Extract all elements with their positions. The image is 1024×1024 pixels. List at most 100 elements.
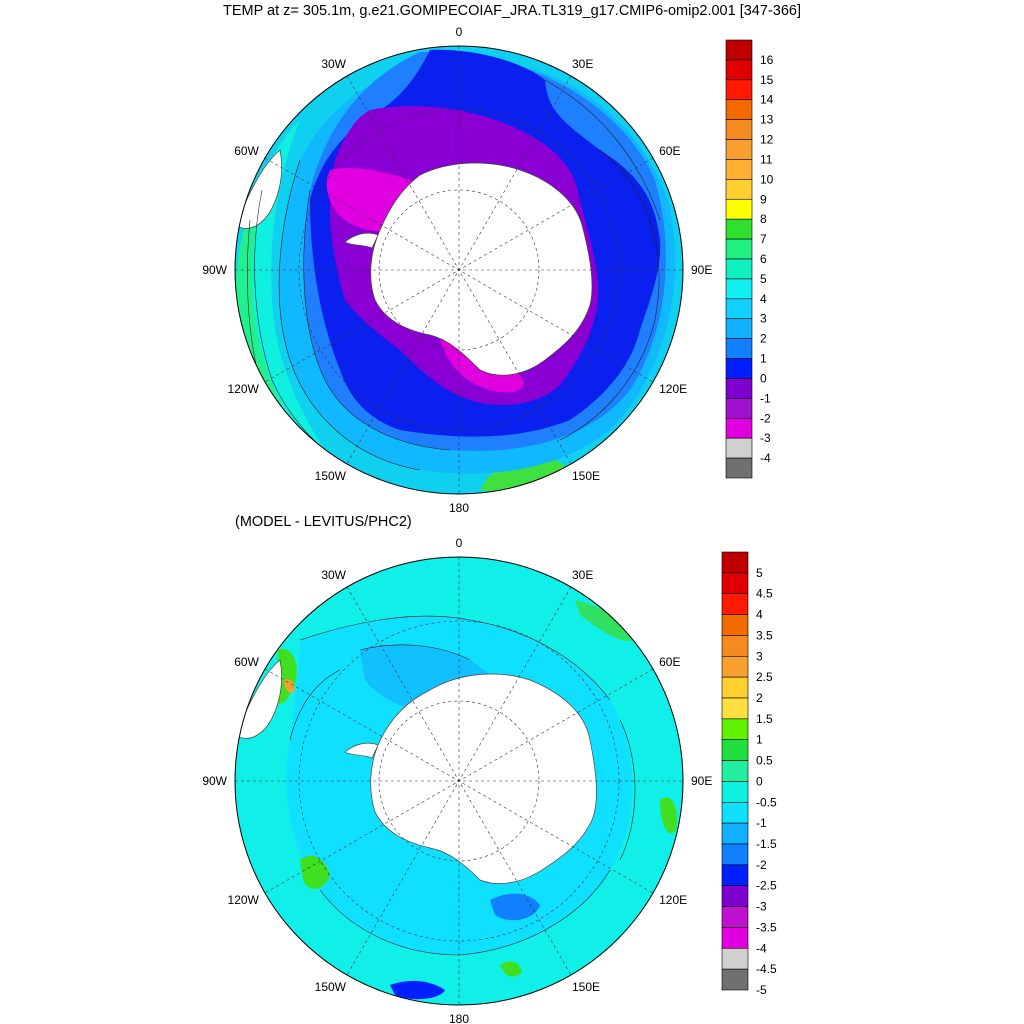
bottom-antarctica bbox=[370, 673, 597, 884]
bottom-colorbar-label: 4 bbox=[756, 608, 763, 622]
bottom-colorbar-cell bbox=[721, 947, 749, 970]
top-colorbar-label: 8 bbox=[760, 212, 767, 226]
top-colorbar-label: 1 bbox=[760, 352, 767, 366]
bottom-field-0-0.5-40e bbox=[575, 600, 635, 641]
top-colorbar-label: 6 bbox=[760, 252, 767, 266]
bottom-colorbar-cell bbox=[721, 968, 749, 991]
top-colorbar-label: 15 bbox=[760, 73, 774, 87]
bottom-colorbar-cell bbox=[721, 864, 749, 887]
top-colorbar-label: 11 bbox=[760, 152, 773, 166]
bottom-colorbar-cell bbox=[721, 635, 749, 657]
bottom-colorbar-label: 0.5 bbox=[756, 754, 773, 768]
bottom-lon-label-90w: 90W bbox=[202, 774, 227, 788]
bottom-map-border bbox=[234, 556, 684, 1006]
bottom-colorbar-cell bbox=[721, 697, 749, 720]
bottom-colorbar-label: -5 bbox=[756, 983, 767, 997]
bottom-colorbar-label: -1 bbox=[756, 816, 767, 830]
bottom-colorbar-label: -2.5 bbox=[756, 879, 777, 893]
bottom-colorbar-cell bbox=[721, 739, 749, 761]
top-colorbar-label: -2 bbox=[760, 411, 771, 425]
bottom-field-2-3-60w bbox=[284, 678, 295, 693]
bottom-colorbar-cell bbox=[721, 843, 749, 866]
bottom-lon-label-120w: 120W bbox=[228, 893, 260, 907]
bottom-colorbar-label: 3 bbox=[756, 649, 763, 663]
bottom-lon-label-120e: 120E bbox=[659, 893, 687, 907]
bottom-lon-label-180: 180 bbox=[449, 1012, 469, 1024]
figure-title: TEMP at z= 305.1m, g.e21.GOMIPECOIAF_JRA… bbox=[222, 3, 801, 19]
top-lon-label-60e: 60E bbox=[659, 144, 680, 158]
top-colorbar-cell bbox=[725, 318, 753, 339]
bottom-graticule bbox=[235, 557, 683, 1005]
top-colorbar-cell bbox=[725, 417, 753, 439]
bottom-lon-label-30e: 30E bbox=[572, 568, 593, 582]
top-colorbar-cell bbox=[725, 457, 753, 479]
top-colorbar-cell bbox=[725, 179, 753, 200]
top-lon-label-120w: 120W bbox=[228, 382, 260, 396]
top-colorbar-label: 3 bbox=[760, 312, 767, 326]
top-longitude-labels: 0 30E 60E 90E 120E 150E 180 150W 120W 90W 60W 30W bbox=[202, 25, 712, 515]
top-colorbar-cell bbox=[725, 99, 753, 120]
top-south-america bbox=[235, 149, 283, 229]
bottom-colorbar: 5 4.5 4 3.5 3 2.5 2 1.5 1 0.5 0 -0.5 -1 -1.5 -2 -2.5 -3 -… bbox=[721, 551, 777, 997]
bottom-colorbar-label: -1.5 bbox=[756, 837, 777, 851]
bottom-colorbar-label: -4 bbox=[756, 941, 767, 955]
top-colorbar-cell bbox=[725, 39, 753, 61]
top-colorbar-label: 13 bbox=[760, 113, 774, 127]
top-contours bbox=[247, 79, 661, 471]
bottom-lon-label-150e: 150E bbox=[572, 980, 600, 994]
bottom-antarctic-peninsula bbox=[344, 742, 379, 759]
top-lon-label-0: 0 bbox=[456, 25, 463, 39]
top-colorbar-label: 9 bbox=[760, 192, 767, 206]
bottom-colorbar-label: 5 bbox=[756, 566, 763, 580]
top-lon-label-150w: 150W bbox=[315, 469, 347, 483]
bottom-colorbar-label: -0.5 bbox=[756, 795, 777, 809]
bottom-colorbar-cell bbox=[721, 614, 749, 636]
bottom-colorbar-label: 3.5 bbox=[756, 628, 773, 642]
bottom-contours bbox=[289, 615, 636, 956]
bottom-lon-label-30w: 30W bbox=[321, 568, 346, 582]
top-colorbar-label: 4 bbox=[760, 292, 767, 306]
bottom-colorbar-label: 4.5 bbox=[756, 587, 773, 601]
bottom-field-0.5-1-160e bbox=[500, 961, 522, 977]
bottom-lon-label-150w: 150W bbox=[315, 980, 347, 994]
bottom-polar-map: 0 30E 60E 90E 120E 150E 180 150W 120W 90W 60W 30W bbox=[202, 536, 712, 1024]
top-colorbar-cell bbox=[725, 258, 753, 280]
top-colorbar-cell bbox=[725, 59, 753, 81]
top-lon-label-90w: 90W bbox=[202, 263, 227, 277]
top-colorbar-label: 0 bbox=[760, 371, 767, 385]
top-colorbar-label: 2 bbox=[760, 332, 767, 346]
top-colorbar-cell bbox=[725, 298, 753, 320]
top-graticule bbox=[235, 46, 683, 494]
bottom-colorbar-label: -3.5 bbox=[756, 920, 777, 934]
bottom-colorbar-label: -4.5 bbox=[756, 962, 777, 976]
bottom-colorbar-cell bbox=[721, 822, 749, 845]
bottom-lon-label-60e: 60E bbox=[659, 655, 680, 669]
top-colorbar-label: 5 bbox=[760, 272, 767, 286]
top-antarctic-peninsula bbox=[344, 232, 379, 249]
panel-subtitle: (MODEL - LEVITUS/PHC2) bbox=[235, 514, 412, 530]
bottom-colorbar-cell bbox=[721, 718, 749, 741]
top-lon-label-30e: 30E bbox=[572, 57, 593, 71]
bottom-colorbar-cell bbox=[721, 593, 749, 615]
top-field-6-7-west bbox=[236, 190, 290, 420]
bottom-longitude-labels: 0 30E 60E 90E 120E 150E 180 150W 120W 90W 60W 30W bbox=[202, 536, 712, 1024]
top-colorbar-cell bbox=[725, 198, 753, 220]
bottom-colorbar-cell bbox=[721, 801, 749, 824]
top-colorbar-cell bbox=[725, 398, 753, 419]
top-colorbar-cell bbox=[725, 139, 753, 160]
bottom-colorbar-cell bbox=[721, 927, 749, 949]
top-colorbar-label: 14 bbox=[760, 93, 774, 107]
top-colorbar-cell bbox=[725, 79, 753, 101]
top-lon-label-120e: 120E bbox=[659, 382, 687, 396]
bottom-lon-label-0: 0 bbox=[456, 536, 463, 550]
top-colorbar-label: -4 bbox=[760, 451, 771, 465]
top-lon-label-150e: 150E bbox=[572, 469, 600, 483]
top-colorbar-cell bbox=[725, 278, 753, 300]
bottom-colorbar-cell bbox=[721, 551, 749, 574]
top-colorbar-cell bbox=[725, 119, 753, 140]
top-colorbar-cell bbox=[725, 218, 753, 240]
bottom-field-minus2-minus1.5 bbox=[490, 893, 540, 921]
bottom-colorbar-label: 1 bbox=[756, 733, 763, 747]
